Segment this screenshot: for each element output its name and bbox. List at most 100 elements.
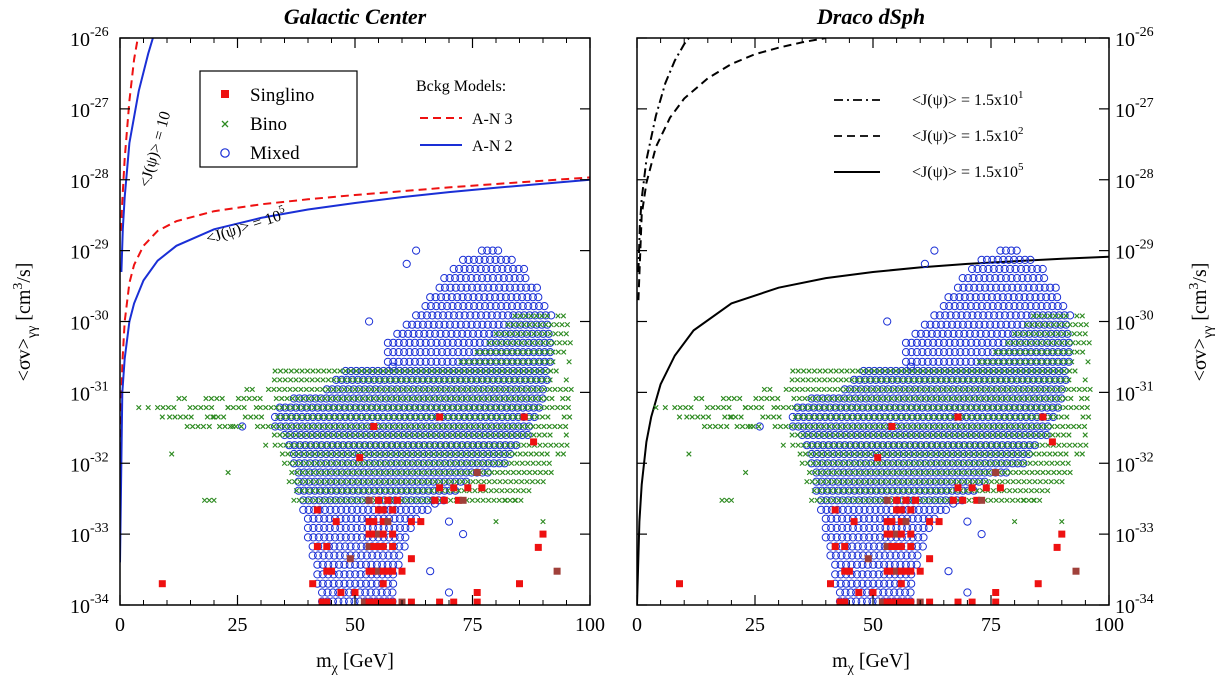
mixed-point: [469, 293, 478, 302]
bino-point: [818, 404, 824, 411]
bino-point: [438, 460, 444, 466]
bino-point: [834, 469, 840, 476]
bino-point: [952, 368, 959, 374]
bino-point: [973, 423, 979, 430]
bino-point: [347, 488, 354, 494]
bino-point: [287, 377, 294, 383]
bino-point: [487, 377, 494, 383]
bino-point: [410, 414, 416, 420]
bino-point: [299, 368, 305, 374]
bino-point: [911, 451, 917, 457]
bino-point: [318, 479, 325, 485]
bino-point: [878, 404, 884, 411]
bino-point: [1028, 331, 1034, 337]
bino-point: [314, 386, 320, 393]
bino-point: [833, 368, 839, 374]
bino-point: [407, 442, 413, 448]
bino-point: [345, 497, 351, 503]
mixed-point: [352, 523, 361, 533]
singlino-point: [883, 518, 891, 526]
bino-point: [446, 395, 452, 402]
bino-point: [789, 377, 795, 383]
bino-point: [476, 460, 482, 466]
bino-point: [189, 423, 196, 430]
mixed-point: [421, 302, 430, 311]
bino-point: [1046, 395, 1052, 402]
bino-point: [326, 442, 332, 448]
bino-point: [515, 488, 521, 494]
bino-point: [538, 404, 545, 411]
mixed-point: [975, 320, 984, 329]
bino-point: [324, 479, 330, 485]
bino-point: [536, 386, 542, 393]
bino-point: [769, 395, 775, 402]
bino-point: [808, 451, 814, 457]
bino-point: [1039, 488, 1045, 494]
singlino-point: [992, 589, 1000, 596]
mixed-point: [996, 246, 1005, 255]
bino-point: [931, 442, 937, 448]
singlino-point: [370, 518, 378, 526]
bino-point: [480, 497, 486, 503]
bino-point: [566, 359, 572, 365]
singlino-point: [478, 484, 486, 492]
bino-point: [944, 497, 950, 503]
bino-point: [369, 368, 376, 374]
bino-point: [1060, 386, 1066, 393]
singlino-point: [893, 543, 901, 550]
singlino-point: [313, 506, 321, 514]
bino-point: [298, 386, 304, 393]
bino-point: [1021, 479, 1027, 485]
bino-point: [1063, 313, 1069, 319]
mixed-point: [312, 430, 321, 440]
bino-point: [206, 497, 212, 503]
bino-point: [984, 386, 990, 393]
bino-point: [804, 460, 811, 466]
bino-point: [187, 404, 193, 411]
bino-point: [1074, 451, 1080, 457]
bino-point: [833, 442, 839, 448]
bino-point: [422, 423, 428, 430]
bino-point: [510, 488, 516, 494]
mixed-point: [311, 449, 320, 459]
bino-point: [770, 414, 777, 420]
mixed-point: [330, 533, 340, 542]
mixed-point: [821, 523, 830, 533]
bino-point: [204, 414, 211, 420]
mixed-point: [1029, 274, 1038, 283]
singlino-point: [864, 555, 872, 563]
bino-point: [986, 395, 992, 402]
bino-point: [257, 404, 263, 411]
bino-point: [493, 432, 499, 438]
mixed-point: [325, 412, 334, 422]
bino-point: [475, 479, 482, 485]
mixed-point: [1027, 264, 1036, 274]
bino-point: [557, 386, 564, 393]
bino-point: [303, 423, 309, 430]
bino-point: [543, 395, 550, 402]
bino-point: [821, 377, 828, 383]
bino-point: [1075, 340, 1081, 346]
mixed-point: [1019, 283, 1028, 292]
mixed-point: [525, 422, 534, 431]
bino-point: [906, 414, 912, 420]
mixed-point: [497, 357, 506, 366]
mixed-point: [994, 302, 1003, 311]
bino-point: [1049, 423, 1055, 430]
bino-point: [203, 395, 209, 402]
mixed-point: [334, 430, 343, 440]
mixed-point: [389, 412, 399, 422]
mixed-point: [886, 366, 895, 376]
singlino-point: [959, 496, 967, 504]
mixed-point: [1053, 293, 1062, 302]
mixed-point: [843, 533, 852, 542]
mixed-point: [464, 430, 473, 440]
scatter-points-layer: [136, 246, 574, 605]
mixed-point: [1051, 283, 1060, 292]
mixed-point: [445, 274, 454, 283]
bino-point: [230, 423, 236, 430]
bino-point: [373, 460, 380, 466]
mixed-point: [503, 366, 512, 376]
bino-point: [983, 479, 989, 485]
bino-point: [145, 404, 151, 411]
